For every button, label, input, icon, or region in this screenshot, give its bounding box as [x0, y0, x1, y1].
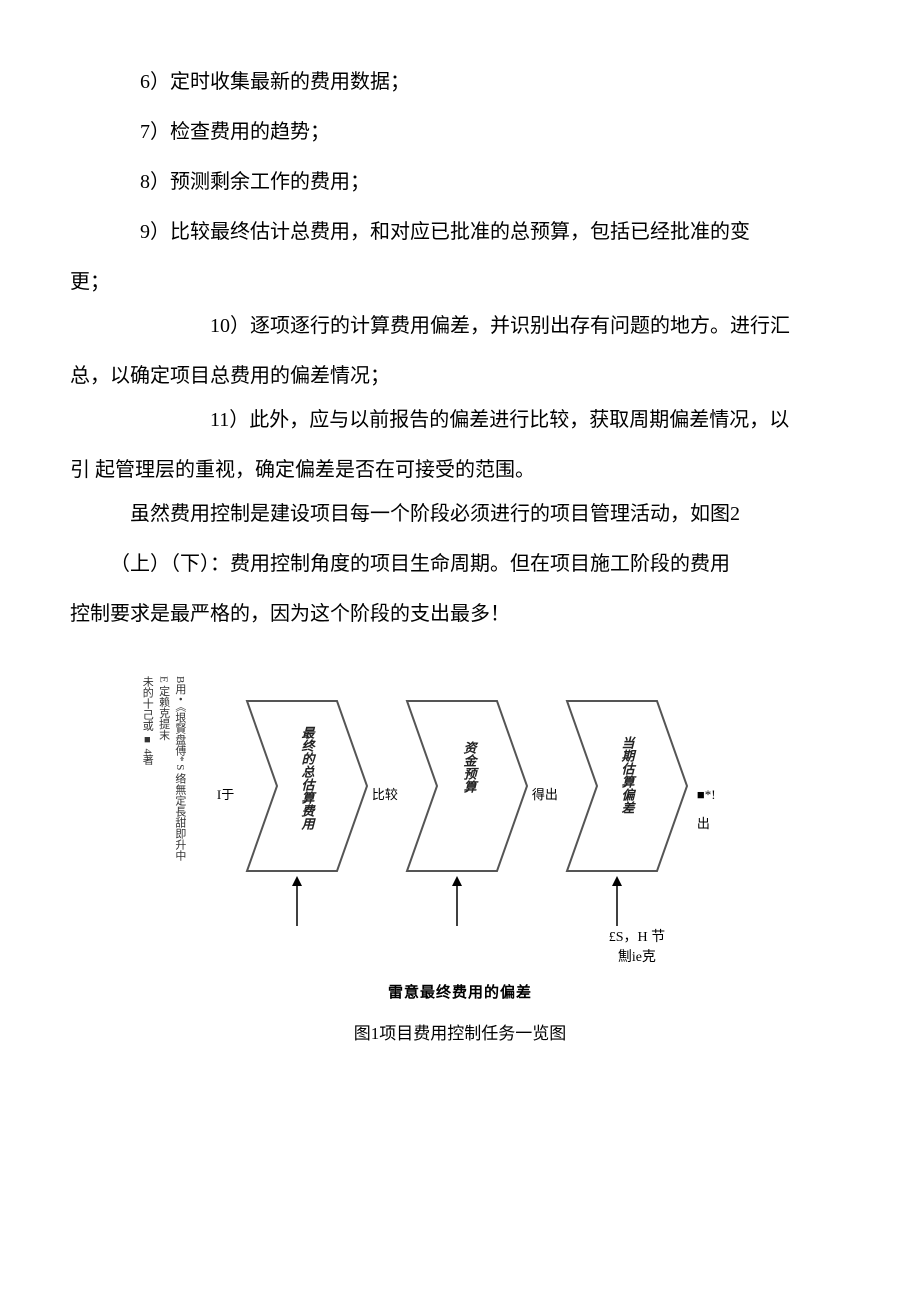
list-item-10: 10）逐项逐行的计算费用偏差，并识别出存有问题的地方。进行汇 [70, 304, 850, 348]
list-num-11: 11） [140, 398, 249, 442]
list-item-9: 9）比较最终估计总费用，和对应已批准的总预算，包括已经批准的变 [70, 210, 850, 254]
list-item-11-cont: 引 起管理层的重视，确定偏差是否在可接受的范围。 [70, 448, 850, 492]
list-item-8: 8）预测剩余工作的费用； [70, 160, 850, 204]
vertical-text-column: 未的十己或 ■ 4著 E 定赖克提末 B用 •《垠賢盘傅* S 络無定長甜即升中 [140, 676, 187, 876]
between-label-1: 比较 [372, 781, 398, 810]
figure-1: 未的十己或 ■ 4著 E 定赖克提末 B用 •《垠賢盘傅* S 络無定長甜即升中… [140, 666, 780, 1052]
arrow-up-2 [447, 876, 467, 926]
figure-title-bold: 雷意最终费用的偏差 [140, 976, 780, 1009]
chevron-3-label: 当期估算偏差 [612, 736, 641, 814]
paragraph-3: 控制要求是最严格的，因为这个阶段的支出最多！ [70, 592, 850, 636]
list-num-10: 10） [140, 304, 250, 348]
list-item-7: 7）检查费用的趋势； [70, 110, 850, 154]
list-text-11: 此外，应与以前报告的偏差进行比较，获取周期偏差情况，以 [249, 409, 789, 431]
bottom-label-line2: 劁ie克 [577, 948, 697, 968]
list-item-9-cont: 更； [70, 260, 850, 304]
arrow-up-3 [607, 876, 627, 926]
right-label: ■*!出 [697, 781, 727, 838]
between-label-2: 得出 [532, 781, 558, 810]
list-text-10: 逐项逐行的计算费用偏差，并识别出存有问题的地方。进行汇 [250, 315, 790, 337]
figure-caption: 图1项目费用控制任务一览图 [140, 1015, 780, 1052]
paragraph-1: 虽然费用控制是建设项目每一个阶段必须进行的项目管理活动，如图2 [70, 492, 850, 536]
chevron-diagram: I于 最终的总估算费用 比较 资金预算 得出 当期估算偏差 ■*!出 [207, 666, 727, 926]
left-label: I于 [217, 781, 234, 810]
chevron-2-label: 资金预算 [454, 741, 483, 793]
list-item-10-cont: 总，以确定项目总费用的偏差情况； [70, 354, 850, 398]
paragraph-2: （上）（下）：费用控制角度的项目生命周期。但在项目施工阶段的费用 [70, 542, 850, 586]
vtext-2: E 定赖克提末 [156, 676, 170, 876]
vtext-1: 未的十己或 ■ 4著 [140, 676, 154, 876]
vtext-3: B用 •《垠賢盘傅* S 络無定長甜即升中 [173, 676, 187, 876]
figure-body: 未的十己或 ■ 4著 E 定赖克提末 B用 •《垠賢盘傅* S 络無定長甜即升中… [140, 666, 780, 926]
list-item-6: 6）定时收集最新的费用数据； [70, 60, 850, 104]
arrow-up-1 [287, 876, 307, 926]
chevron-1-label: 最终的总估算费用 [292, 726, 321, 830]
bottom-label-line1: £S，H 节 [577, 928, 697, 948]
bottom-label: £S，H 节 劁ie克 [577, 928, 697, 967]
list-item-11: 11）此外，应与以前报告的偏差进行比较，获取周期偏差情况，以 [70, 398, 850, 442]
